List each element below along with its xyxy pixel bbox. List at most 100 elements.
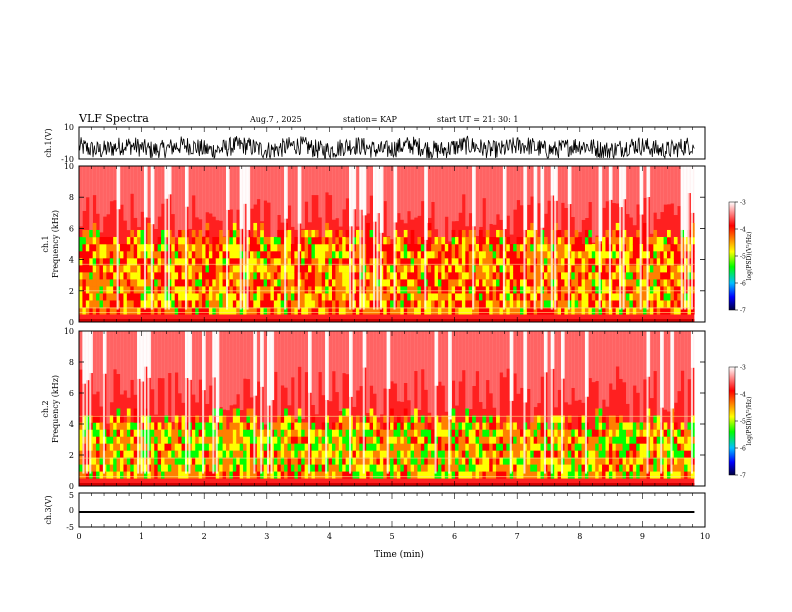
ch2-spec-cell	[226, 429, 230, 437]
ch2-spec-cell	[290, 450, 295, 458]
ch1-spec-cell	[451, 272, 456, 280]
ch1-spec-cell	[520, 286, 524, 294]
ch2-spec-cell	[444, 471, 449, 479]
ch1-spec-cell	[608, 307, 613, 315]
ch2-spec-upper-cell	[290, 331, 295, 378]
ch1-spec-cell	[489, 258, 493, 266]
ch1-spec-cell	[133, 293, 138, 301]
ch1-spec-cell	[290, 265, 295, 273]
ch1-spec-upper-cell	[311, 166, 316, 196]
ch1-spec-cell	[304, 244, 309, 252]
ch2-spec-cell	[236, 457, 240, 465]
ch1-spec-upper-cell	[263, 166, 268, 201]
ch1-spec-cell	[670, 251, 675, 259]
ch1-spec-cell	[557, 244, 562, 252]
ch1-spec-cell	[202, 300, 206, 308]
ch1-spec-cell	[256, 307, 261, 315]
ch1-spec-cell	[102, 279, 107, 287]
x-tick-label: 10	[700, 532, 710, 541]
ch2-spec-cell	[605, 443, 610, 451]
ch1-spec-cell	[584, 272, 589, 280]
ch1-spec-cell	[92, 229, 97, 238]
ch2-spec-cell	[219, 464, 223, 472]
ch1-spec-cell	[99, 265, 104, 273]
ch1-spec-cell	[643, 272, 647, 280]
ch1-spec-cell	[79, 293, 83, 301]
ch2-spec-cell	[290, 436, 295, 444]
ch2-spec-cell	[164, 450, 169, 458]
ch1-spec-cell	[123, 300, 128, 308]
ch2-spec-cell	[123, 450, 128, 458]
ch1-spec-cell	[448, 265, 452, 273]
ch1-spec-cell	[208, 307, 213, 315]
ch2-spec-cell	[465, 464, 470, 472]
ch1-spec-cell	[267, 307, 271, 315]
ch1-spec-cell	[215, 286, 220, 294]
ch1-spec-cell	[280, 279, 285, 287]
ch1-spec-cell	[629, 236, 634, 245]
ch1-spec-cell	[427, 244, 432, 252]
ch2-spec-cell	[311, 436, 316, 444]
ch1-spec-cell	[82, 293, 87, 301]
ch1-spec-cell	[595, 286, 599, 294]
ch1-spec-cell	[260, 222, 264, 231]
ch2-spec-cell	[673, 471, 678, 479]
ch1-spec-cell	[537, 307, 541, 315]
ch1-spec-cell	[355, 307, 360, 315]
ch2-spec-cell	[622, 429, 627, 437]
ch1-spec-cell	[547, 307, 552, 315]
ch2-spec-cell	[150, 422, 155, 430]
ch2-spec-cell	[554, 415, 558, 423]
ch1-spec-cell	[482, 286, 487, 294]
ch1-spec-cell	[195, 293, 199, 301]
ch1-spec-cell	[174, 300, 179, 308]
ch1-spec-cell	[321, 307, 326, 315]
ch2-spec-cell	[537, 464, 541, 472]
ch2-spec-cell	[236, 450, 240, 458]
ch1-spec-cell	[516, 272, 521, 280]
ch2-spec-upper-cell	[619, 331, 623, 379]
ch3-ytick-0: 0	[69, 506, 74, 515]
ch1-spec-upper-cell	[612, 166, 617, 204]
ch2-spec-cell	[328, 471, 333, 479]
ch2-spec-cell	[92, 436, 97, 444]
ch1-spec-cell	[677, 286, 681, 294]
ch2-spec-cell	[328, 464, 333, 472]
ch2-spec-cell	[663, 464, 668, 472]
ch2-spec-cell	[468, 429, 473, 437]
ch2-spec-cell	[636, 436, 640, 444]
ch2-spec-cell	[130, 422, 134, 430]
ch1-spec-cell	[308, 251, 312, 259]
ch2-spec-cell	[502, 436, 507, 444]
ch2-spec-cell	[632, 450, 637, 458]
ch1-spec-upper-cell	[137, 166, 141, 228]
x-tick-label: 5	[389, 532, 394, 541]
ch1-spec-cell	[236, 307, 240, 315]
ch2-spec-cell	[656, 457, 661, 465]
ch1-spec-cell	[663, 307, 668, 315]
ch1-spec-cell	[92, 222, 97, 231]
ch1-spec-cell	[458, 258, 463, 266]
ch1-spec-cell	[516, 258, 521, 266]
ch1-spec-cell	[537, 300, 541, 308]
ch1-spec-upper-cell	[441, 166, 446, 242]
ch2-spec-cell	[489, 422, 493, 430]
ch2-spec-cell	[482, 429, 487, 437]
ch2-spec-cell	[277, 471, 282, 479]
ch1-spec-cell	[99, 300, 104, 308]
ch2-spec-cell	[92, 429, 97, 437]
ch2-spec-cell	[99, 464, 104, 472]
ch1-spec-cell	[273, 279, 278, 287]
ch1-spec-cell	[612, 307, 617, 315]
ch2-spec-cell	[195, 415, 199, 423]
ch1-spec-cell	[318, 300, 323, 308]
ch1-spec-cell	[345, 265, 350, 273]
ch1-spec-cell	[564, 229, 569, 238]
ch2-spec-cell	[133, 464, 138, 472]
ch1-spec-cell	[632, 236, 637, 245]
ch1-spec-cell	[294, 279, 299, 287]
ch1-spec-cell	[451, 300, 456, 308]
ch1-spec-cell	[513, 286, 517, 294]
ch1-spec-cell	[301, 258, 305, 266]
ch1-spec-cell	[625, 293, 630, 301]
